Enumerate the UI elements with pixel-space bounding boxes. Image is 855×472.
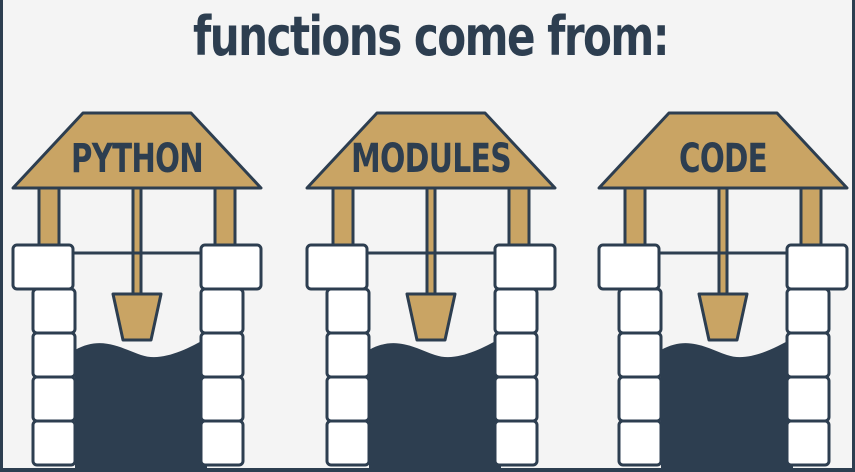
wells-diagram: PYTHON MODULES CODE [11, 111, 849, 468]
well-modules-label: MODULES [351, 136, 511, 182]
well-code: CODE [597, 111, 849, 468]
well-python: PYTHON [11, 111, 263, 468]
diagram-title: functions come from: [192, 5, 670, 68]
well-code-label: CODE [679, 136, 767, 182]
well-modules: MODULES [305, 111, 557, 468]
well-python-label: PYTHON [71, 136, 203, 182]
